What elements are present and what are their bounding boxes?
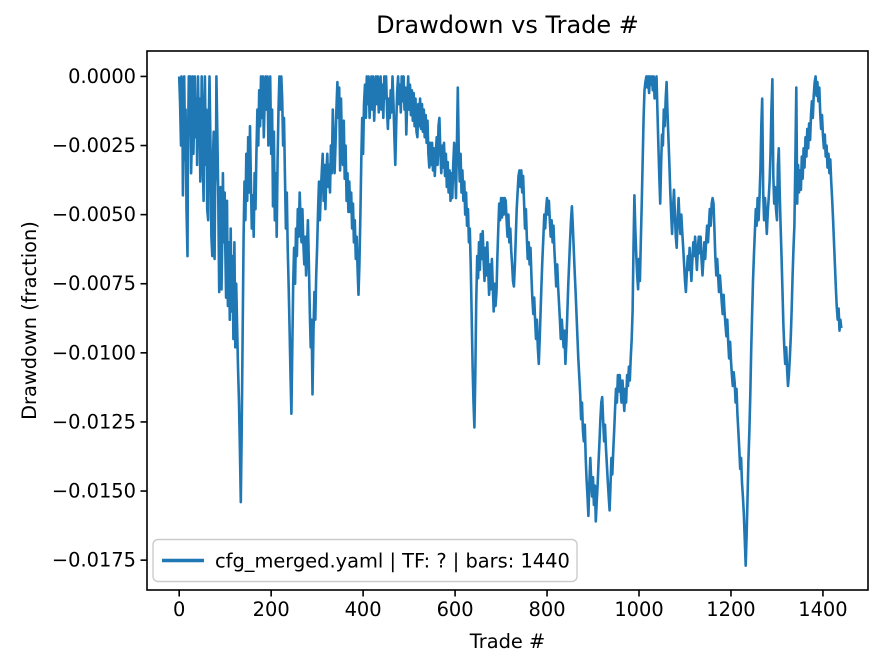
x-tick-label-2: 400 [345, 598, 382, 621]
x-tick-label-3: 600 [437, 598, 474, 621]
x-tick-label-6: 1200 [706, 598, 755, 621]
x-tick-label-7: 1400 [798, 598, 847, 621]
y-tick-label-0: 0.0000 [68, 65, 136, 88]
x-tick-label-0: 0 [173, 598, 185, 621]
legend: cfg_merged.yaml | TF: ? | bars: 1440 [152, 538, 578, 583]
y-tick-label-1: −0.0025 [52, 134, 136, 157]
chart-title: Drawdown vs Trade # [376, 11, 639, 39]
x-axis-label: Trade # [469, 630, 546, 653]
y-tick-label-6: −0.0150 [52, 480, 136, 503]
y-tick-label-7: −0.0175 [52, 549, 136, 572]
axes-frame [146, 50, 869, 591]
y-tick-label-4: −0.0100 [52, 341, 136, 364]
x-tick-label-4: 800 [529, 598, 566, 621]
y-tick-label-5: −0.0125 [52, 410, 136, 433]
legend-label: cfg_merged.yaml | TF: ? | bars: 1440 [215, 550, 570, 573]
x-tick-label-5: 1000 [614, 598, 663, 621]
y-axis-label: Drawdown (fraction) [18, 221, 41, 420]
axis-ticks: 0 200 400 600 800 1000 1200 1400 0.0000 −0.0025 −0… [52, 65, 848, 621]
x-tick-label-1: 200 [253, 598, 290, 621]
plot-line-0 [177, 75, 843, 568]
legend-box [152, 538, 578, 583]
y-tick-label-2: −0.0050 [52, 203, 136, 226]
plot-line-layer [177, 75, 843, 568]
y-tick-label-3: −0.0075 [52, 272, 136, 295]
